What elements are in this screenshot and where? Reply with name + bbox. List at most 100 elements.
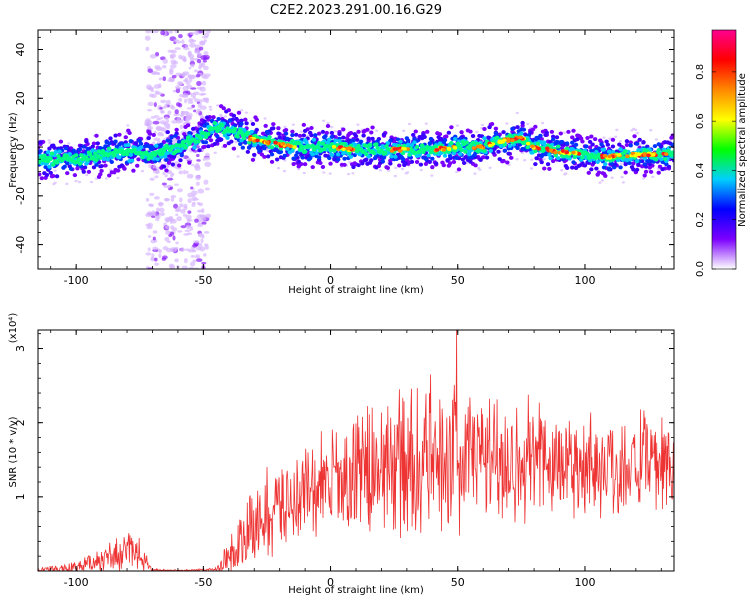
heatmap-cell <box>175 241 179 245</box>
heatmap-cell <box>482 126 487 131</box>
heatmap-cell <box>427 141 432 146</box>
heatmap-cell <box>99 164 104 169</box>
heatmap-cell <box>357 152 363 157</box>
heatmap-cell <box>628 140 633 145</box>
heatmap-cell <box>414 159 420 164</box>
heatmap-cell <box>615 128 619 132</box>
heatmap-cell <box>169 104 175 109</box>
heatmap-hotspot <box>602 154 608 158</box>
heatmap-cell <box>211 115 216 120</box>
heatmap-hotspot <box>510 138 515 143</box>
heatmap-cell <box>196 209 204 213</box>
heatmap-cell <box>65 154 70 159</box>
heatmap-cell <box>169 231 175 236</box>
heatmap-cell <box>383 150 388 155</box>
heatmap-cell <box>366 136 371 141</box>
heatmap-cell <box>311 137 317 142</box>
heatmap-cell <box>627 161 632 166</box>
heatmap-cell <box>562 131 567 134</box>
heatmap-cell <box>341 135 346 140</box>
heatmap-cell <box>221 106 226 111</box>
heatmap-cell <box>169 186 174 190</box>
heatmap-cell <box>149 192 155 196</box>
x-tick-label: 50 <box>451 576 465 589</box>
heatmap-cell <box>208 105 212 109</box>
heatmap-cell <box>178 197 183 203</box>
heatmap-cell <box>160 133 165 137</box>
heatmap-cell <box>564 141 570 146</box>
heatmap-cell <box>560 168 564 172</box>
heatmap-cell <box>473 172 477 175</box>
heatmap-cell <box>53 150 59 155</box>
heatmap-cell <box>164 174 168 178</box>
heatmap-cell <box>180 113 184 118</box>
heatmap-cell <box>199 246 205 252</box>
heatmap-cell <box>201 221 207 225</box>
heatmap-cell <box>267 135 272 140</box>
heatmap-cell <box>38 160 42 165</box>
heatmap-hotspot <box>452 146 458 150</box>
heatmap-cell <box>351 172 355 175</box>
heatmap-cell <box>421 149 426 154</box>
heatmap-cell <box>201 148 205 152</box>
colorbar-tick-label: 0.2 <box>695 212 706 228</box>
heatmap-cell <box>67 142 71 145</box>
heatmap-cell <box>38 172 42 177</box>
heatmap-cell <box>515 158 519 161</box>
heatmap-cell <box>549 129 555 134</box>
heatmap-cell <box>165 130 170 135</box>
heatmap-cell <box>446 130 452 135</box>
heatmap-cell <box>550 137 556 142</box>
heatmap-cell <box>659 157 664 162</box>
heatmap-cell <box>164 168 169 173</box>
heatmap-cell <box>403 161 408 166</box>
heatmap-cell <box>203 140 209 145</box>
heatmap-cell <box>205 98 209 104</box>
heatmap-cell <box>468 159 473 164</box>
heatmap-cell <box>418 162 424 167</box>
heatmap-cell <box>409 159 415 164</box>
heatmap-cell <box>356 123 360 126</box>
heatmap-cell <box>116 176 120 180</box>
heatmap-cell <box>216 117 221 122</box>
heatmap-cell <box>191 196 198 202</box>
heatmap-hotspot <box>471 146 477 150</box>
heatmap-cell <box>54 174 60 179</box>
heatmap-cell <box>475 130 479 134</box>
heatmap-cell <box>465 161 469 165</box>
heatmap-cell <box>188 38 194 44</box>
heatmap-cell <box>126 142 131 147</box>
heatmap-cell <box>174 258 179 263</box>
heatmap-cell <box>239 121 244 126</box>
heatmap-cell <box>266 131 271 136</box>
heatmap-cell <box>283 131 289 136</box>
heatmap-cell <box>149 203 154 208</box>
heatmap-cell <box>162 76 167 82</box>
heatmap-cell <box>489 121 495 126</box>
heatmap-cell <box>269 152 275 157</box>
heatmap-cell <box>161 64 167 69</box>
heatmap-cell <box>154 262 160 266</box>
heatmap-cell <box>541 121 545 125</box>
heatmap-cell <box>204 161 212 167</box>
heatmap-cell <box>57 149 62 154</box>
heatmap-cell <box>493 131 499 136</box>
heatmap-cell <box>369 130 374 135</box>
heatmap-cell <box>461 161 467 166</box>
heatmap-cell <box>582 163 588 168</box>
heatmap-cell <box>162 58 168 64</box>
heatmap-cell <box>179 203 184 208</box>
heatmap-cell <box>381 132 387 137</box>
heatmap-cell <box>94 157 99 162</box>
heatmap-cell <box>155 207 160 213</box>
heatmap-cell <box>178 97 183 103</box>
heatmap-cell <box>167 177 174 181</box>
heatmap-cell <box>564 146 570 151</box>
heatmap-cell <box>164 103 168 108</box>
heatmap-cell <box>656 142 661 147</box>
heatmap-cell <box>447 161 453 166</box>
heatmap-cell <box>470 133 476 138</box>
heatmap-hotspot <box>402 146 407 151</box>
heatmap-hotspot <box>625 154 630 159</box>
